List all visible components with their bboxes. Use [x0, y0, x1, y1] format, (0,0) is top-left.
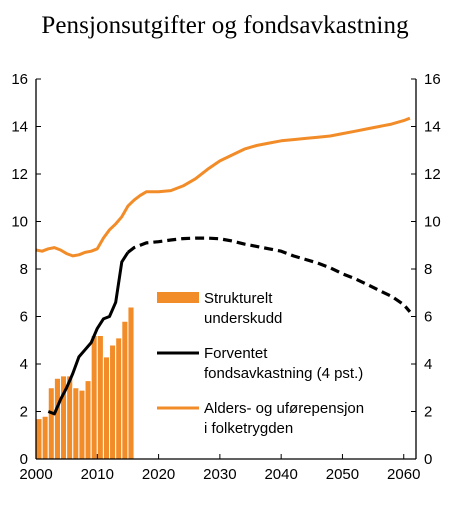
- bar: [121, 320, 129, 460]
- x-tick-label: 2020: [142, 466, 175, 483]
- bar: [127, 306, 135, 460]
- fund-return-line-actual: [47, 251, 130, 416]
- y-tick-left: 16: [11, 71, 28, 88]
- y-tick-label-right: 4: [424, 356, 432, 373]
- legend-label-fund-return: fondsavkastning (4 pst.): [204, 365, 363, 382]
- x-tick: 2000: [19, 466, 52, 483]
- chart-title: Pensjonsutgifter og fondsavkastning: [41, 12, 409, 39]
- legend-label-bars: Strukturelt: [204, 290, 273, 307]
- y-tick-right: 6: [424, 309, 432, 326]
- y-tick-left: 14: [11, 119, 28, 136]
- y-tick-left: 8: [20, 261, 28, 278]
- bar: [47, 387, 55, 460]
- y-tick-label-right: 12: [424, 166, 441, 183]
- y-tick-right: 8: [424, 261, 432, 278]
- x-tick: 2010: [81, 466, 114, 483]
- y-tick-right: 10: [424, 214, 441, 231]
- y-tick-label-left: 10: [11, 214, 28, 231]
- bar: [115, 337, 123, 460]
- y-tick-left: 10: [11, 214, 28, 231]
- bar: [78, 389, 86, 460]
- x-tick: 2050: [326, 466, 359, 483]
- y-tick-label-left: 0: [20, 451, 28, 468]
- x-tick: 2060: [387, 466, 420, 483]
- legend-label-pension: i folketrygden: [204, 420, 293, 437]
- y-tick-right: 2: [424, 404, 432, 421]
- fund-return-line-projected: [126, 236, 412, 313]
- y-tick-label-left: 6: [20, 309, 28, 326]
- y-tick-label-left: 16: [11, 71, 28, 88]
- ticks-group: 0 0 2 2 4 4 6 6 8 8 10 10 12 12 14 14 16 16 2000 2010 2020 20…: [11, 71, 440, 483]
- bars-group: [35, 306, 135, 460]
- bar: [35, 418, 43, 460]
- x-tick: 2020: [142, 466, 175, 483]
- y-tick-label-left: 14: [11, 119, 28, 136]
- y-tick-label-right: 8: [424, 261, 432, 278]
- y-tick-left: 6: [20, 309, 28, 326]
- lines-group: [35, 116, 412, 416]
- axes-group: [35, 78, 417, 460]
- legend: Strukturelt underskudd Forventet fondsavkas…: [157, 290, 364, 437]
- legend-label-pension: Alders- og uførepensjon: [204, 400, 364, 417]
- y-tick-label-left: 8: [20, 261, 28, 278]
- bar: [109, 344, 117, 460]
- legend-label-fund-return: Forventet: [204, 345, 268, 362]
- y-tick-right: 4: [424, 356, 432, 373]
- legend-swatch-bars: [157, 292, 199, 303]
- x-tick-label: 2050: [326, 466, 359, 483]
- y-tick-right: 16: [424, 71, 441, 88]
- y-tick-label-right: 16: [424, 71, 441, 88]
- bar: [53, 377, 62, 460]
- legend-label-bars: underskudd: [204, 310, 282, 327]
- y-tick-right: 12: [424, 166, 441, 183]
- y-tick-label-right: 10: [424, 214, 441, 231]
- y-tick-label-right: 6: [424, 309, 432, 326]
- y-tick-label-left: 2: [20, 404, 28, 421]
- y-tick-left: 12: [11, 166, 28, 183]
- y-tick-label-right: 2: [424, 404, 432, 421]
- x-tick-label: 2010: [81, 466, 114, 483]
- y-tick-right: 0: [424, 451, 432, 468]
- y-tick-label-right: 0: [424, 451, 432, 468]
- bar: [41, 415, 49, 460]
- bar: [102, 356, 111, 460]
- x-tick-label: 2000: [19, 466, 52, 483]
- y-tick-left: 2: [20, 404, 28, 421]
- y-tick-label-left: 4: [20, 356, 28, 373]
- x-tick-label: 2030: [203, 466, 236, 483]
- x-tick-label: 2040: [264, 466, 297, 483]
- y-tick-label-right: 14: [424, 119, 441, 136]
- y-tick-right: 14: [424, 119, 441, 136]
- bar: [96, 335, 104, 460]
- bar: [84, 380, 92, 460]
- pension-line: [35, 116, 411, 258]
- y-tick-left: 4: [20, 356, 28, 373]
- bar: [90, 335, 98, 460]
- y-tick-left: 0: [20, 451, 28, 468]
- bar: [72, 387, 80, 460]
- x-tick: 2030: [203, 466, 236, 483]
- x-tick: 2040: [264, 466, 297, 483]
- x-tick-label: 2060: [387, 466, 420, 483]
- y-tick-label-left: 12: [11, 166, 28, 183]
